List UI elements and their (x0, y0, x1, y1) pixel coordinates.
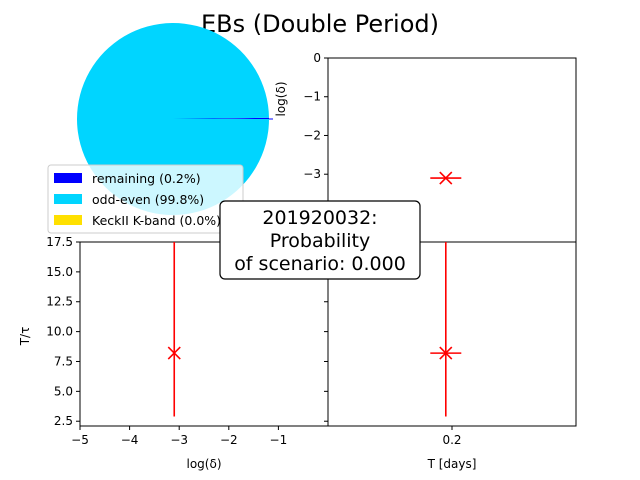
bottom-right-xlabel: T [days] (427, 457, 477, 471)
legend-swatch-1 (54, 194, 82, 204)
chart-title: EBs (Double Period) (201, 10, 439, 38)
bottom-left-ytick-label: 5.0 (54, 384, 73, 398)
top-right-ylabel: log(δ) (274, 82, 288, 117)
top-right-ytick-label: −2 (303, 128, 321, 142)
top-right-ytick-label: −3 (303, 167, 321, 181)
legend-label-1: odd-even (99.8%) (92, 192, 204, 207)
annotation-line-2: of scenario: 0.000 (234, 253, 406, 275)
bottom-right-marker-b (439, 346, 453, 360)
legend-label-0: remaining (0.2%) (92, 171, 201, 186)
bottom-left-ytick-label: 2.5 (54, 414, 73, 428)
bottom-left-ytick-label: 15.0 (46, 265, 73, 279)
annotation-line-1: Probability (270, 230, 370, 252)
bottom-left-ytick-label: 10.0 (46, 325, 73, 339)
bottom-left-marker-b (167, 346, 181, 360)
bottom-left-xtick-label: −1 (270, 433, 288, 447)
annotation-box (219, 200, 421, 280)
top-right-marker-b (439, 171, 453, 185)
legend-label-2: KeckII K-band (0.0%) (92, 213, 221, 228)
bottom-left-ylabel: T/τ (18, 327, 32, 347)
bottom-left-ytick-label: 7.5 (54, 354, 73, 368)
pie-legend: remaining (0.2%) odd-even (99.8%) KeckII K… (47, 164, 244, 234)
bottom-left-xlabel: log(δ) (187, 457, 222, 471)
bottom-right-xtick-label: 0.2 (442, 433, 461, 447)
bottom-left-ytick-label: 17.5 (46, 235, 73, 249)
bottom-left-xtick-label: −3 (170, 433, 188, 447)
top-right-ytick-label: 0 (313, 51, 321, 65)
legend-box (47, 164, 244, 234)
bottom-left-xtick-label: −5 (71, 433, 89, 447)
top-right-ytick-label: −1 (303, 90, 321, 104)
bottom-left-ytick-label: 12.5 (46, 295, 73, 309)
legend-swatch-2 (54, 215, 82, 225)
bottom-left-xtick-label: −4 (121, 433, 139, 447)
annotation-line-0: 201920032: (262, 207, 377, 229)
legend-swatch-0 (54, 173, 82, 183)
bottom-left-xtick-label: −2 (220, 433, 238, 447)
